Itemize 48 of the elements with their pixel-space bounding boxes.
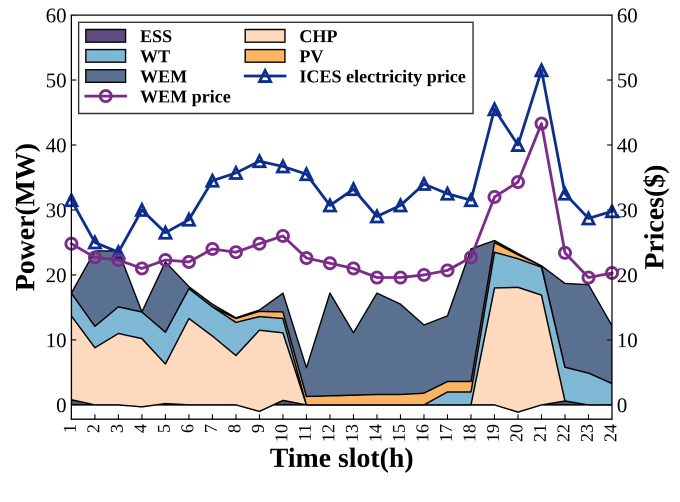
x-tick-label: 7 (204, 424, 217, 432)
y2-tick-label: 60 (618, 8, 637, 22)
y-tick-label: 0 (56, 398, 66, 412)
x-tick-label: 11 (298, 425, 311, 440)
y2-tick-label: 40 (617, 138, 637, 152)
x-tick-label: 23 (580, 424, 594, 442)
legend-label: PV (300, 50, 324, 63)
y2-tick-label: 20 (618, 268, 637, 282)
legend-label: WEM (140, 70, 187, 83)
x-tick-label: 14 (369, 424, 382, 440)
x-tick-label: 13 (346, 424, 358, 440)
y-tick-label: 20 (46, 268, 66, 282)
x-tick-label: 21 (534, 425, 546, 442)
x-axis-title: Time slot(h) (270, 448, 412, 473)
y-tick-label: 10 (48, 333, 66, 348)
x-tick-label: 5 (158, 424, 170, 432)
x-tick-label: 3 (110, 424, 123, 432)
y2-tick-label: 10 (618, 333, 637, 348)
x-tick-label: 2 (87, 425, 100, 432)
y-tick-label: 30 (46, 203, 66, 218)
x-tick-label: 9 (252, 424, 264, 432)
x-tick-label: 24 (604, 424, 616, 442)
legend-label: ICES electricity price (300, 70, 466, 86)
x-tick-label: 15 (392, 424, 405, 440)
y-axis-title: Power(MW) (14, 144, 40, 291)
x-tick-label: 12 (322, 425, 334, 440)
y2-tick-label: 0 (618, 398, 626, 412)
x-tick-label: 17 (440, 424, 452, 440)
y2-axis-title: Prices($) (643, 166, 670, 270)
y2-tick-label: 50 (618, 73, 637, 88)
y-tick-label: 50 (46, 73, 66, 88)
x-tick-label: 20 (510, 424, 522, 442)
y2-tick-label: 30 (618, 203, 637, 218)
x-tick-label: 18 (463, 424, 476, 440)
x-tick-label: 19 (486, 424, 499, 440)
x-tick-label: 8 (228, 424, 240, 432)
legend-label: WEM price (140, 90, 230, 106)
x-tick-label: 1 (64, 425, 76, 432)
x-tick-label: 22 (557, 425, 570, 442)
x-tick-label: 10 (275, 424, 288, 440)
legend-label: CHP (300, 30, 337, 42)
x-tick-label: 16 (416, 424, 428, 440)
legend-label: WT (140, 50, 170, 63)
x-tick-label: 4 (134, 424, 146, 433)
y-tick-label: 60 (46, 8, 66, 22)
legend-label: ESS (140, 30, 172, 42)
x-tick-label: 6 (181, 424, 194, 432)
y-tick-label: 40 (46, 138, 66, 152)
